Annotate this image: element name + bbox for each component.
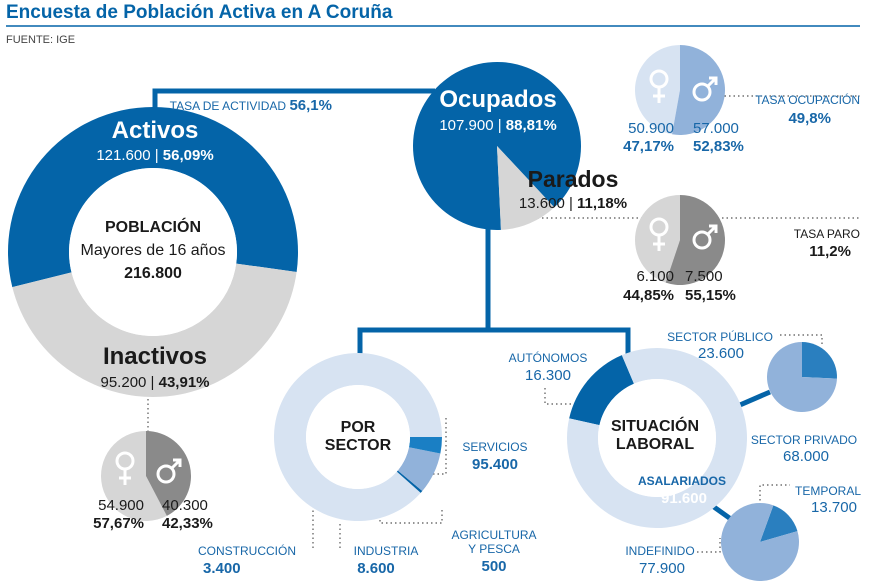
ocupados-label: Ocupados xyxy=(439,86,556,113)
servicios-label: SERVICIOS xyxy=(462,440,527,454)
situacion-title-1: SITUACIÓN xyxy=(611,416,699,435)
page-title: Encuesta de Población Activa en A Coruña xyxy=(6,2,393,23)
activos-pie xyxy=(412,62,581,230)
gender-icons xyxy=(115,69,718,485)
male-icon xyxy=(692,224,718,250)
inact-sexo-slice-hombres xyxy=(146,431,192,516)
paro-mujeres-value: 6.100 xyxy=(636,268,674,285)
ocup-sexo-slice-hombres xyxy=(672,45,725,135)
sector-publico-label: SECTOR PÚBLICO xyxy=(667,329,773,344)
tasa-paro-label: TASA PARO xyxy=(794,227,860,241)
poblacion-title: POBLACIÓN xyxy=(105,217,201,236)
servicios-value: 95.400 xyxy=(472,456,518,473)
agricultura-label-1: AGRICULTURA xyxy=(451,528,536,542)
sector-slice-agricultura xyxy=(396,470,423,493)
inact-mujeres-value: 54.900 xyxy=(98,497,144,514)
source-label: FUENTE: IGE xyxy=(6,34,75,46)
pubpriv-slice-publico xyxy=(802,342,837,379)
inactivos-label: Inactivos xyxy=(103,343,207,370)
industria-value: 8.600 xyxy=(357,560,395,577)
contrato-slice-indefinido xyxy=(721,502,799,581)
autonomos-value: 16.300 xyxy=(525,367,571,384)
inact-sexo-slice-mujeres xyxy=(101,431,167,521)
paro-mujeres-pct: 44,85% xyxy=(623,287,674,304)
sector-publico-value: 23.600 xyxy=(698,345,744,362)
female-icon xyxy=(115,451,135,485)
poblacion-hole xyxy=(69,168,237,336)
temporal-label: TEMPORAL xyxy=(795,484,861,498)
inact-hombres-pct: 42,33% xyxy=(162,515,213,532)
autonomos-label: AUTÓNOMOS xyxy=(509,350,588,365)
asalariados-label: ASALARIADOS xyxy=(638,474,726,488)
leader-temporal xyxy=(759,484,790,505)
female-icon xyxy=(649,69,669,103)
poblacion-donut xyxy=(7,106,299,397)
tasa-actividad-label: TASA DE ACTIVIDAD 56,1% xyxy=(170,97,332,114)
pubpriv-slice-privado xyxy=(766,342,837,412)
inact-hombres-value: 40.300 xyxy=(162,497,208,514)
poblacion-subtitle: Mayores de 16 años xyxy=(81,242,226,259)
inactivos-sexo-pie xyxy=(101,431,192,521)
tasa-ocupacion-label: TASA OCUPACIÓN xyxy=(755,92,860,107)
activos-label: Activos xyxy=(112,117,199,144)
male-icon xyxy=(692,76,718,102)
activos-values: 121.600 | 56,09% xyxy=(96,147,213,164)
sector-slice-industria xyxy=(397,447,441,492)
sector-title-2: SECTOR xyxy=(325,437,392,454)
agricultura-value: 500 xyxy=(481,558,506,575)
female-icon xyxy=(649,217,669,251)
situacion-title-2: LABORAL xyxy=(616,436,694,453)
ocupados-values: 107.900 | 88,81% xyxy=(439,117,556,134)
construccion-value: 3.400 xyxy=(203,560,241,577)
leader-servicios xyxy=(430,418,447,475)
construccion-label: CONSTRUCCIÓN xyxy=(198,543,296,558)
asalariados-value: 91.600 xyxy=(661,490,707,507)
poblacion-total: 216.800 xyxy=(124,265,182,282)
parados-values: 13.600 | 11,18% xyxy=(519,195,627,212)
sector-title-1: POR xyxy=(341,419,376,436)
paro-hombres-value: 7.500 xyxy=(685,268,723,285)
inactivos-values: 95.200 | 43,91% xyxy=(101,374,210,391)
tasa-paro-value: 11,2% xyxy=(809,243,851,260)
sector-slice-construccion xyxy=(408,437,442,454)
connector-branches xyxy=(357,327,631,360)
sector-donut xyxy=(274,353,442,522)
leader-sector-publico xyxy=(780,334,823,347)
sector-privado-label: SECTOR PRIVADO xyxy=(751,433,857,447)
agricultura-label-2: Y PESCA xyxy=(468,542,520,556)
ocup-mujeres-value: 50.900 xyxy=(628,120,674,137)
situacion-slice-autonomos xyxy=(569,355,634,426)
leader-autonomos xyxy=(544,388,583,405)
industria-label: INDUSTRIA xyxy=(354,544,419,558)
leader-indefinido xyxy=(697,538,721,553)
poblacion-slice-activos xyxy=(7,106,299,288)
sector-privado-value: 68.000 xyxy=(783,448,829,465)
sector-hole xyxy=(306,385,410,489)
tasa-ocupacion-value: 49,8% xyxy=(788,110,831,127)
situacion-donut xyxy=(567,348,748,528)
sector-slice-servicios xyxy=(274,353,442,522)
inact-mujeres-pct: 57,67% xyxy=(93,515,144,532)
paro-hombres-pct: 55,15% xyxy=(685,287,736,304)
situacion-hole xyxy=(598,379,716,497)
ocup-mujeres-pct: 47,17% xyxy=(623,138,674,155)
contrato-pie xyxy=(721,502,799,581)
situacion-slice-asalariados xyxy=(567,348,748,528)
temporal-value: 13.700 xyxy=(811,499,857,516)
poblacion-slice-inactivos xyxy=(12,263,297,397)
sector-publico-privado-pie xyxy=(766,342,837,412)
ocup-hombres-pct: 52,83% xyxy=(693,138,744,155)
activos-slice-parados xyxy=(497,146,555,230)
indefinido-label: INDEFINIDO xyxy=(625,544,694,558)
contrato-slice-temporal xyxy=(760,505,798,542)
indefinido-value: 77.900 xyxy=(639,560,685,577)
male-icon xyxy=(156,458,182,484)
ocup-hombres-value: 57.000 xyxy=(693,120,739,137)
parados-label: Parados xyxy=(528,166,619,192)
